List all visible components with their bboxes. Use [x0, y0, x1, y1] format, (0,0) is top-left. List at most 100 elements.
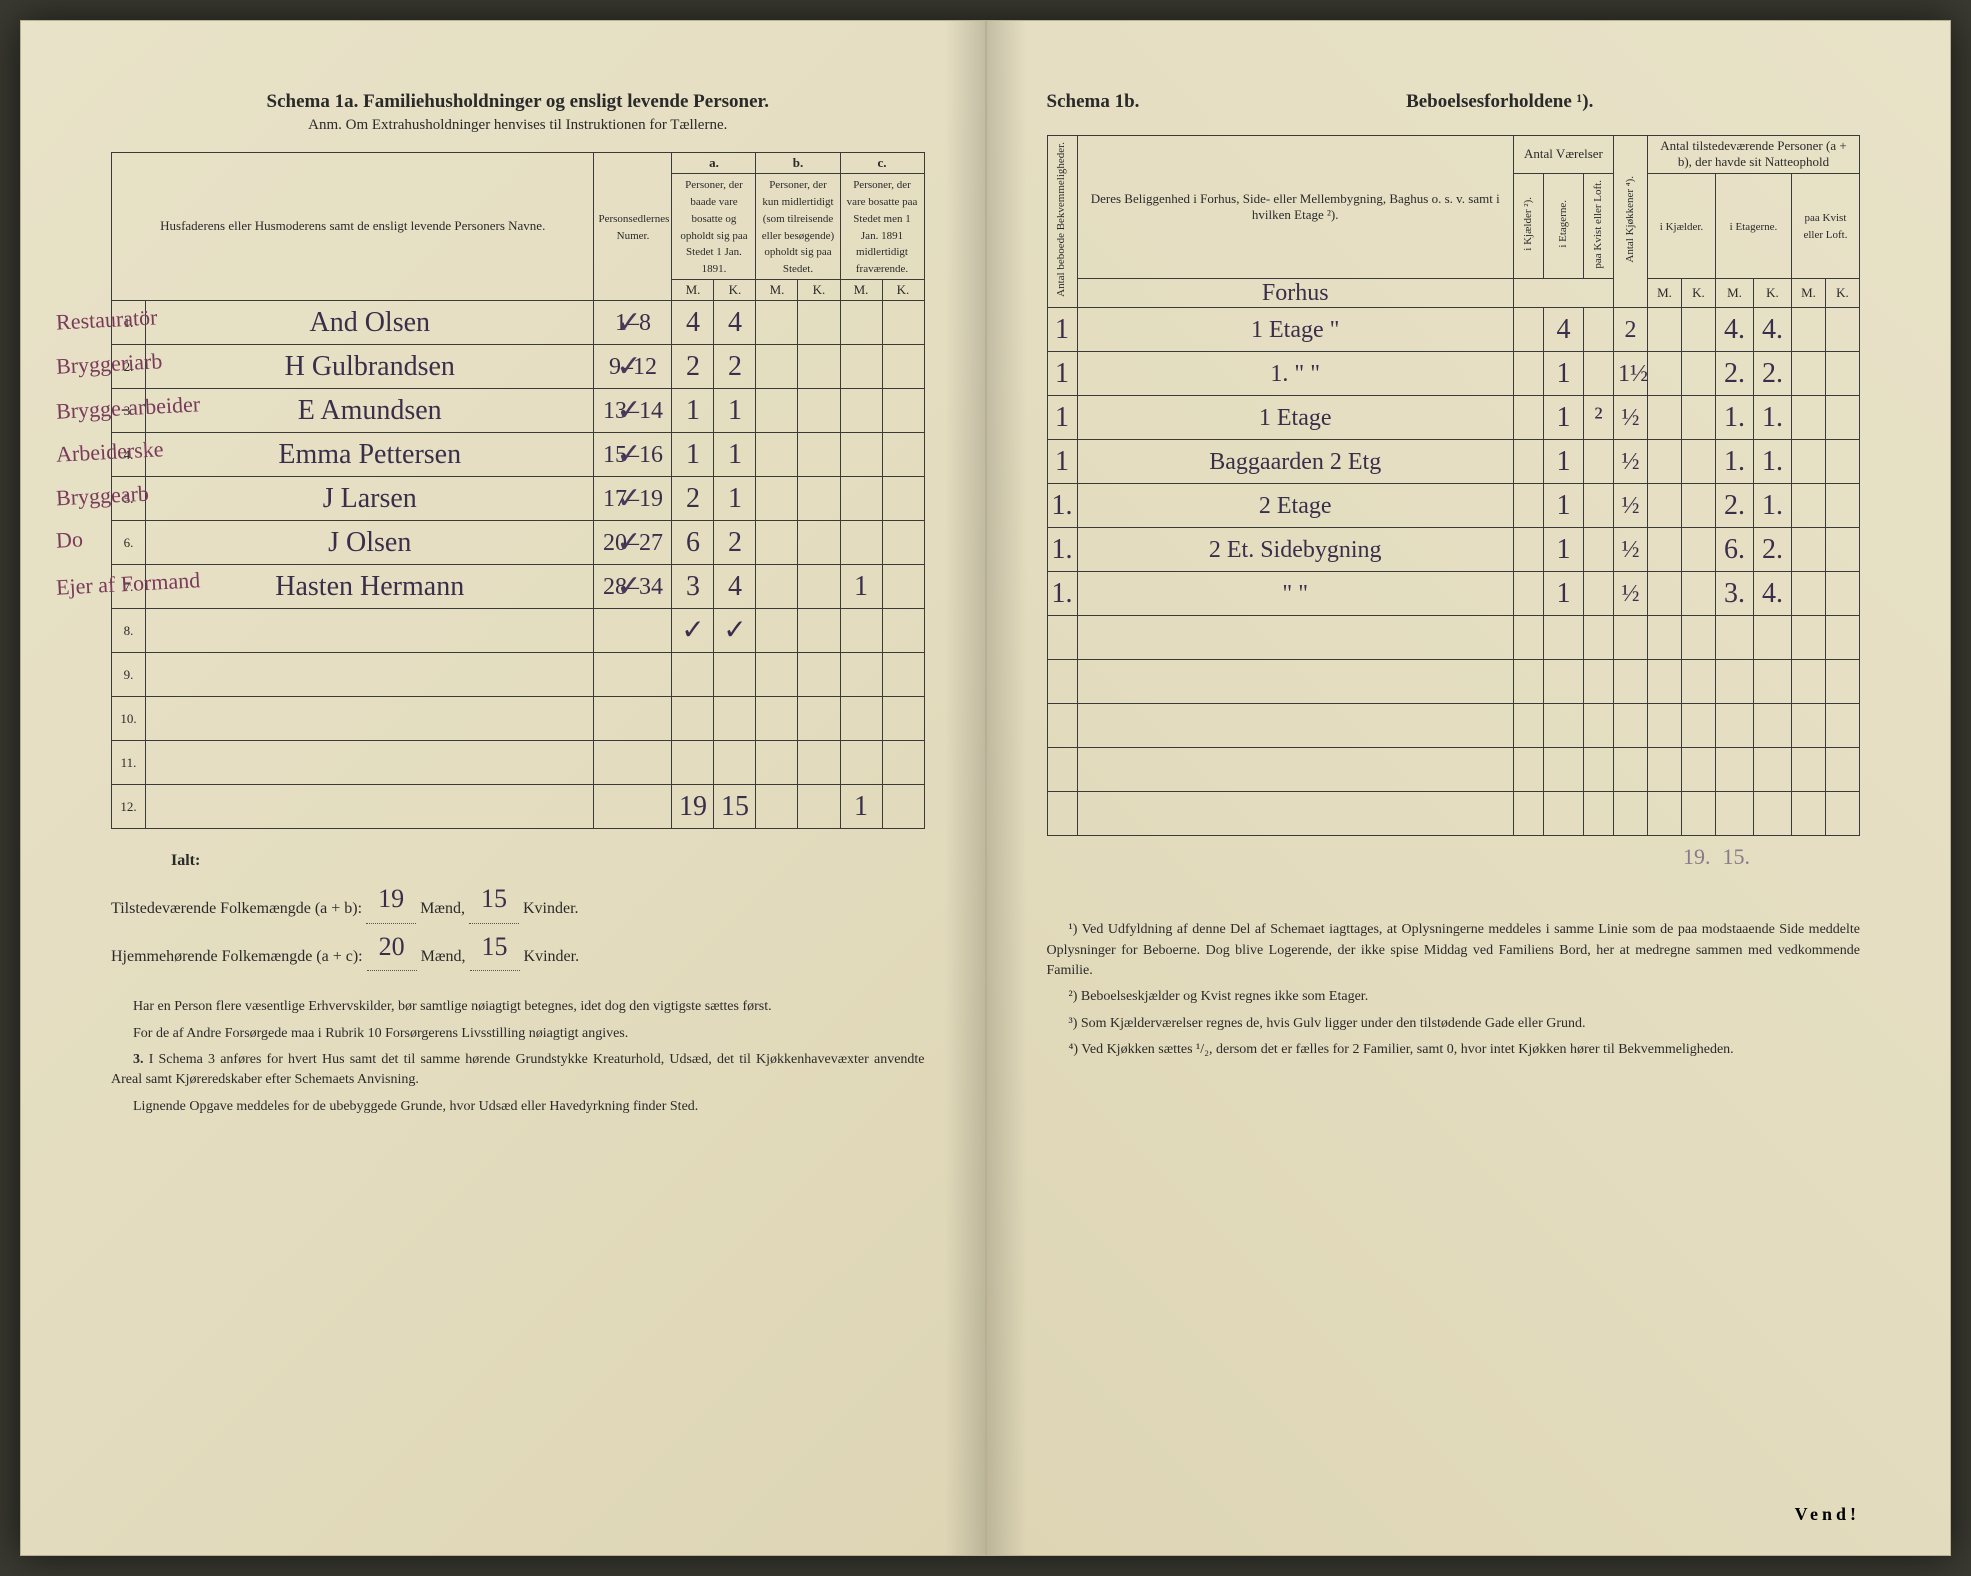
col-b-k — [798, 741, 840, 785]
row-number: 11. — [112, 741, 146, 785]
col-a-k — [714, 697, 756, 741]
col-b-m — [756, 785, 798, 829]
foot-p2: For de af Andre Forsørgede maa i Rubrik … — [111, 1024, 925, 1044]
col-pk-m — [1647, 308, 1681, 352]
col-antbek: 1 — [1047, 352, 1077, 396]
col-c-k — [882, 697, 924, 741]
table-row: 1." "1½3.4. — [1047, 572, 1860, 616]
col-pk-m — [1647, 572, 1681, 616]
col-a-k: 1 — [714, 389, 756, 433]
hdr-aK: K. — [714, 279, 756, 300]
col-antbek: 1 — [1047, 396, 1077, 440]
col-pv-m — [1791, 396, 1825, 440]
col-pe-k — [1753, 792, 1791, 836]
table-row: 12.19151 — [112, 785, 925, 829]
col-b-k — [798, 389, 840, 433]
col-a-k: 1 — [714, 433, 756, 477]
col-c-m — [840, 433, 882, 477]
col-pe-k: 4. — [1753, 572, 1791, 616]
col-a-m: 2 — [672, 345, 714, 389]
col-pk-m — [1647, 660, 1681, 704]
col-pv-m — [1791, 792, 1825, 836]
col-pv-m — [1791, 704, 1825, 748]
table-row: 6.DoJ Olsen✓20–2762 — [112, 521, 925, 565]
table-row: 11. — [112, 741, 925, 785]
page-schema-1b: Schema 1b. Beboelsesforholdene ¹). Antal… — [986, 20, 1952, 1556]
name-cell — [146, 697, 594, 741]
col-pv-k — [1825, 484, 1859, 528]
right-footnotes: ¹) Ved Udfyldning af denne Del af Schema… — [1047, 920, 1861, 1060]
person-number — [594, 653, 672, 697]
col-a-k: 4 — [714, 301, 756, 345]
name-cell — [146, 785, 594, 829]
name-cell: Ejer af FormandHasten Hermann✓ — [146, 565, 594, 609]
col-pe-m: 6. — [1715, 528, 1753, 572]
col-pk-k — [1681, 704, 1715, 748]
col-kjeld — [1513, 440, 1543, 484]
hdr-a: Personer, der baade vare bosatte og opho… — [672, 174, 756, 280]
table-row: 1Baggaarden 2 Etg1½1.1. — [1047, 440, 1860, 484]
table-row: 1.RestauratörAnd Olsen✓1–844 — [112, 301, 925, 345]
col-kjok: 1½ — [1613, 352, 1647, 396]
col-pe-m — [1715, 748, 1753, 792]
col-antbek — [1047, 660, 1077, 704]
person-number — [594, 785, 672, 829]
col-pe-k — [1753, 660, 1791, 704]
table-row: 11 Etage1²½1.1. — [1047, 396, 1860, 440]
col-c-m — [840, 301, 882, 345]
occupation-label: Bryggearb — [55, 481, 149, 512]
check-icon: ✓ — [616, 393, 641, 428]
table-row: 7.Ejer af FormandHasten Hermann✓28–34341 — [112, 565, 925, 609]
hdr-cK: K. — [882, 279, 924, 300]
col-kjok — [1613, 660, 1647, 704]
col-antbek — [1047, 792, 1077, 836]
col-kjok: ½ — [1613, 440, 1647, 484]
col-antbek: 1 — [1047, 308, 1077, 352]
col-pv-m — [1791, 572, 1825, 616]
col-kvist — [1583, 616, 1613, 660]
col-belig — [1077, 748, 1513, 792]
col-b-m — [756, 609, 798, 653]
person-number — [594, 697, 672, 741]
name-cell: BryggeriarbH Gulbrandsen✓ — [146, 345, 594, 389]
foot-p1: Har en Person flere væsentlige Erhvervsk… — [111, 997, 925, 1017]
col-b-m — [756, 301, 798, 345]
col-pk-m — [1647, 792, 1681, 836]
col-kvist — [1583, 704, 1613, 748]
name-cell — [146, 653, 594, 697]
col-a-m: 4 — [672, 301, 714, 345]
col-pv-m — [1791, 528, 1825, 572]
name-cell: Brygge-arbeiderE Amundsen✓ — [146, 389, 594, 433]
name-cell: DoJ Olsen✓ — [146, 521, 594, 565]
col-a-k — [714, 653, 756, 697]
check-icon: ✓ — [616, 569, 641, 604]
col-kjeld — [1513, 792, 1543, 836]
totals-block: Ialt: Tilstedeværende Folkemængde (a + b… — [111, 847, 925, 971]
col-antbek: 1 — [1047, 440, 1077, 484]
person-name: Emma Pettersen — [278, 439, 461, 470]
col-belig: 1. " " — [1077, 352, 1513, 396]
col-a-k: 2 — [714, 521, 756, 565]
col-b-k — [798, 301, 840, 345]
col-kjeld — [1513, 748, 1543, 792]
hdr-forhus: Forhus — [1077, 279, 1513, 308]
col-b-k — [798, 697, 840, 741]
col-b-m — [756, 477, 798, 521]
col-pk-k — [1681, 308, 1715, 352]
row-number: 6. — [112, 521, 146, 565]
name-cell: ArbeiderskeEmma Pettersen✓ — [146, 433, 594, 477]
col-pe-k — [1753, 616, 1791, 660]
col-antbek — [1047, 616, 1077, 660]
table-row — [1047, 660, 1860, 704]
col-b-k — [798, 345, 840, 389]
col-kvist — [1583, 792, 1613, 836]
col-pk-k — [1681, 616, 1715, 660]
col-kjok — [1613, 748, 1647, 792]
col-pe-k: 1. — [1753, 440, 1791, 484]
col-pv-k — [1825, 572, 1859, 616]
col-antbek: 1. — [1047, 572, 1077, 616]
schema-1b-title2: Beboelsesforholdene ¹). — [1139, 91, 1860, 113]
col-belig: 1 Etage " — [1077, 308, 1513, 352]
col-c-m — [840, 521, 882, 565]
col-c-k — [882, 389, 924, 433]
